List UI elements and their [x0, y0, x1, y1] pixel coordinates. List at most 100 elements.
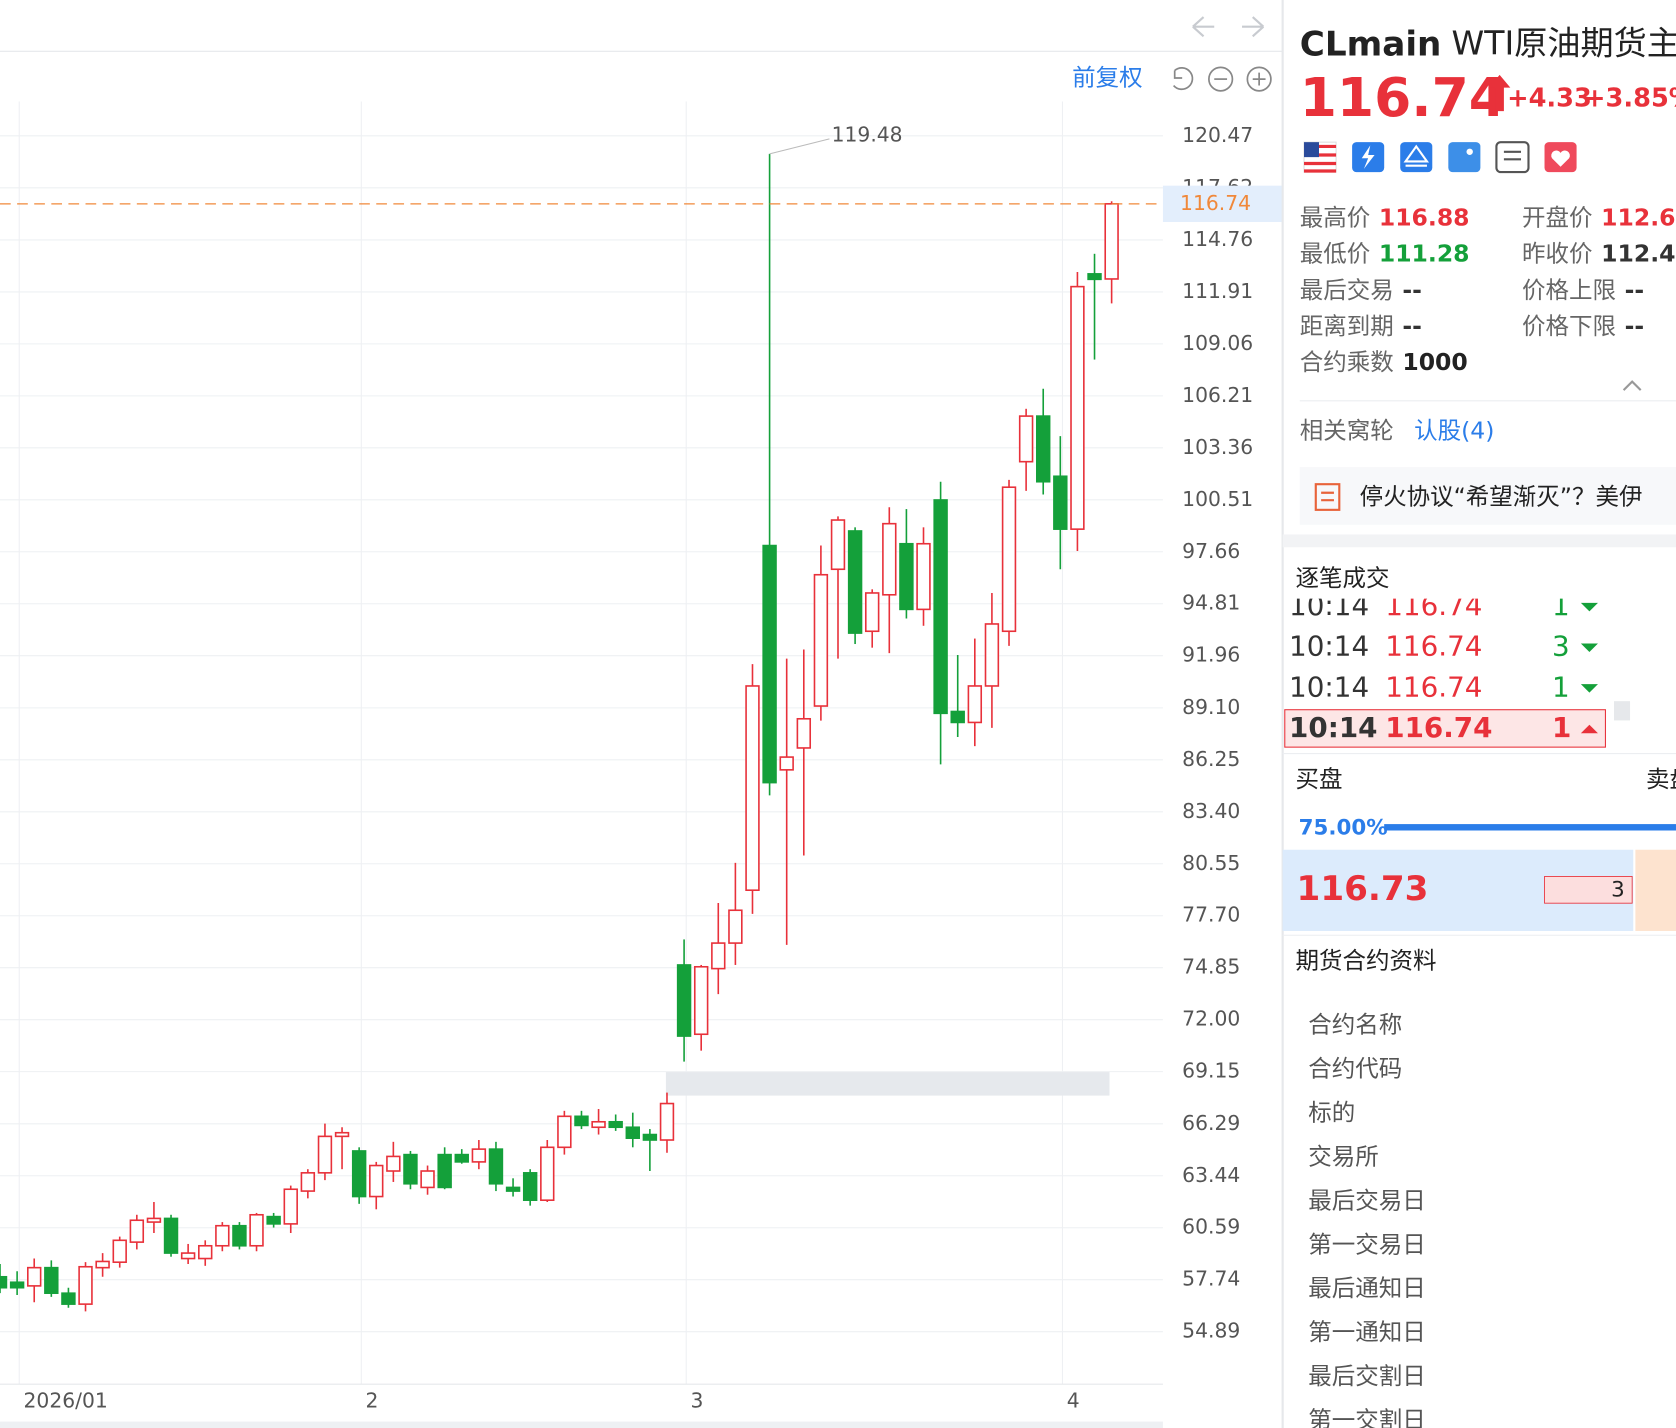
candle [266, 1212, 281, 1228]
candle [163, 1214, 179, 1257]
candle [830, 516, 846, 659]
collapse-icon[interactable] [1622, 380, 1642, 391]
candle [146, 1202, 162, 1234]
x-tick-label: 4 [1067, 1388, 1080, 1412]
up-arrow [1488, 74, 1511, 112]
undo-icon[interactable] [1192, 16, 1215, 38]
y-tick-label: 83.40 [1182, 799, 1240, 823]
candle-body [420, 1170, 435, 1189]
stat-label: 开盘价 [1522, 204, 1593, 232]
stat-value: -- [1625, 312, 1645, 340]
contract-field: 最后通知日 [1308, 1274, 1425, 1302]
y-tick-label: 74.85 [1182, 955, 1240, 979]
news-headline[interactable]: 停火协议“希望渐灭”？美伊 [1360, 483, 1643, 511]
candle [899, 509, 914, 619]
candle [9, 1271, 25, 1296]
y-tick-label: 91.96 [1182, 643, 1240, 667]
candle [745, 664, 760, 914]
trade-volume: 1 [1552, 670, 1570, 703]
y-tick-label: 54.89 [1182, 1319, 1240, 1343]
candle-body [232, 1224, 247, 1247]
candle [403, 1150, 418, 1190]
candle-body [163, 1217, 179, 1254]
candle-body [522, 1172, 538, 1201]
x-tick-label: 2026/01 [24, 1388, 108, 1412]
redo-icon[interactable] [1242, 16, 1265, 38]
candle [1001, 479, 1017, 646]
tag-icon[interactable] [1448, 142, 1481, 173]
x-tick-label: 3 [690, 1388, 703, 1412]
stat-value: 111.28 [1379, 240, 1470, 268]
warrant-icon [1403, 144, 1430, 167]
bid-volume-box [1544, 876, 1633, 904]
scroll-thumb[interactable] [1613, 701, 1631, 721]
stat-value: 116.88 [1379, 204, 1470, 232]
candle-body [933, 499, 948, 715]
candle [215, 1222, 230, 1252]
reset-icon[interactable] [1172, 67, 1194, 91]
trade-direction [1580, 643, 1598, 653]
contract-fields: 合约名称合约代码标的交易所最后交易日第一交易日最后通知日第一通知日最后交割日第一… [1308, 1011, 1425, 1428]
plot-area [0, 153, 1119, 1312]
trades-title: 逐笔成交 [1295, 564, 1389, 592]
selection-highlight [665, 1072, 1110, 1096]
y-tick-label: 103.36 [1182, 435, 1253, 459]
candle-body [882, 522, 897, 596]
scroll-bar[interactable] [0, 1421, 1163, 1428]
candle [249, 1212, 264, 1252]
candle [608, 1114, 623, 1131]
y-tick-label: 66.29 [1182, 1111, 1240, 1135]
candle [420, 1165, 435, 1195]
candle [1036, 388, 1051, 495]
candle-body [1087, 273, 1102, 281]
news-box[interactable] [1299, 467, 1676, 525]
candle-body [488, 1148, 504, 1185]
y-tick-label: 94.81 [1182, 591, 1240, 615]
bid-price: 116.73 [1297, 869, 1429, 909]
bid-volume: 3 [1611, 877, 1625, 902]
related-link[interactable]: 认股(4) [1414, 416, 1494, 444]
candle [659, 1092, 675, 1153]
note-icon[interactable] [1495, 141, 1530, 174]
candle-body [779, 756, 794, 771]
candle [317, 1123, 333, 1181]
bid-ratio-bar [1384, 824, 1676, 831]
trade-time: 10:14 [1289, 711, 1377, 744]
stat-value: 1000 [1402, 348, 1467, 376]
peak-label: 119.48 [832, 123, 903, 147]
candle-body [27, 1266, 42, 1287]
trade-price: 116.74 [1385, 630, 1482, 663]
zoom-in-icon[interactable] [1246, 66, 1272, 92]
candle-body [215, 1224, 230, 1247]
bid-label: 买盘 [1295, 765, 1342, 793]
y-tick-label: 100.51 [1182, 487, 1253, 511]
warrant-icon[interactable] [1400, 142, 1433, 173]
section-gap [1282, 534, 1676, 548]
candle-body [591, 1120, 606, 1129]
candle-body [608, 1120, 623, 1129]
candle-body [1104, 203, 1119, 280]
candle [283, 1185, 298, 1234]
tag-icon [1466, 148, 1473, 155]
trade-volume: 3 [1552, 630, 1570, 663]
candle-body [967, 685, 983, 724]
zoom-out-icon[interactable] [1208, 66, 1234, 92]
stat-label: 价格下限 [1522, 312, 1616, 340]
related-label: 相关窝轮 [1300, 416, 1394, 444]
y-tick-label: 63.44 [1182, 1163, 1240, 1187]
contract-field: 标的 [1308, 1098, 1355, 1126]
kline-chart: 前复权 120.47117.62114.76111.91109.06106.21… [0, 16, 1283, 1428]
y-tick-label: 111.91 [1182, 279, 1253, 303]
candle [967, 638, 983, 747]
last-price: 116.74 [1300, 66, 1506, 129]
candle-body [78, 1265, 93, 1305]
candle [351, 1147, 367, 1204]
candle-body [266, 1215, 281, 1225]
candle-body [1001, 486, 1017, 633]
adjust-button[interactable]: 前复权 [1072, 64, 1142, 92]
candle-body [180, 1252, 196, 1260]
candle-body [283, 1188, 298, 1225]
x-tick-label: 2 [366, 1388, 379, 1412]
candle [522, 1169, 538, 1206]
candle-body [642, 1133, 658, 1141]
